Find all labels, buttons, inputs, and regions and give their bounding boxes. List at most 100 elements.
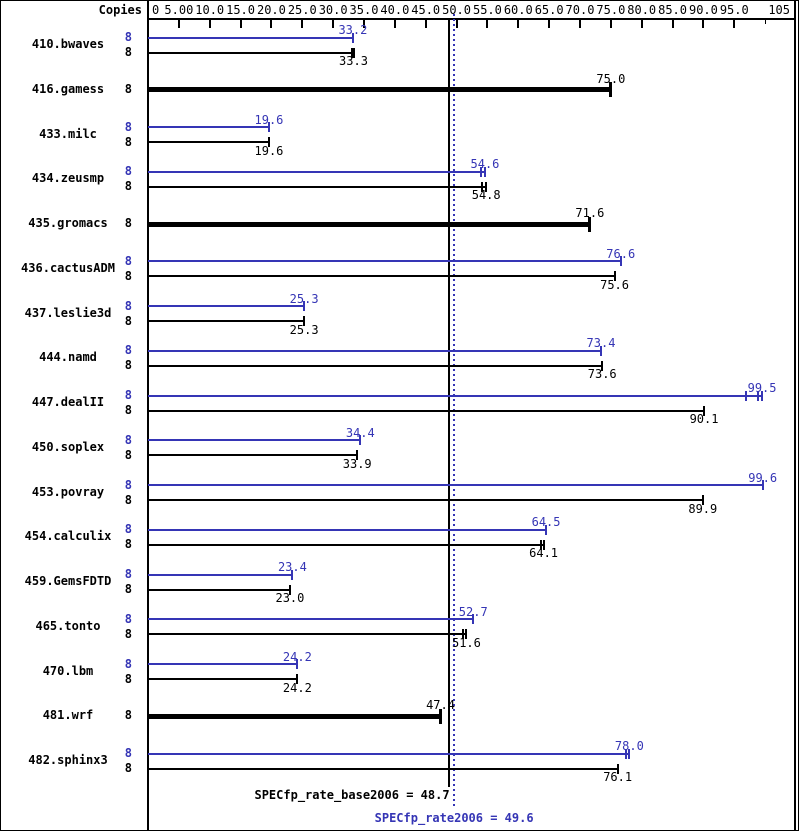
bar-run-tick xyxy=(539,539,542,550)
benchmark-label: 453.povray xyxy=(31,484,105,499)
bar-run-tick xyxy=(461,629,464,640)
bar-end-cap xyxy=(359,435,362,446)
benchmark-label: 450.soplex xyxy=(31,439,105,454)
peak-value-label: 64.5 xyxy=(531,515,561,530)
result-bar xyxy=(148,543,544,546)
peak-value-label: 76.6 xyxy=(606,246,636,261)
result-bar xyxy=(148,185,487,188)
peak-mean-reference-line xyxy=(453,14,456,809)
copies-value-peak: 8 xyxy=(124,567,132,581)
bar-end-cap xyxy=(703,405,706,416)
bar-end-cap xyxy=(291,569,294,580)
base-value-label: 75.6 xyxy=(600,277,629,292)
axis-tick-label: 40.0 xyxy=(380,3,410,17)
bar-end-cap xyxy=(701,495,704,505)
peak-value-label: 23.4 xyxy=(277,560,307,574)
peak-value-label: 34.4 xyxy=(345,425,375,440)
benchmark-label: 447.dealII xyxy=(31,395,105,409)
peak-value-label: 25.3 xyxy=(289,291,319,306)
result-bar xyxy=(148,260,621,263)
result-bar xyxy=(148,126,269,128)
result-bar xyxy=(148,767,618,770)
axis-tick-label: 45.0 xyxy=(411,3,441,17)
result-bar xyxy=(148,409,705,412)
axis-tick xyxy=(609,19,612,28)
base-value-label: 89.9 xyxy=(688,501,718,516)
base-value-label: 76.1 xyxy=(603,770,633,784)
copies-column-header: Copies xyxy=(98,3,142,17)
axis-tick xyxy=(424,19,427,28)
peak-value-label: 99.5 xyxy=(747,381,777,395)
result-bar xyxy=(148,170,485,173)
result-bar xyxy=(148,484,763,486)
bar-run-tick xyxy=(757,390,760,401)
copies-value-peak: 8 xyxy=(124,432,132,447)
bar-end-cap xyxy=(588,216,592,232)
axis-tick-label: 35.0 xyxy=(349,3,379,17)
bar-end-cap xyxy=(628,748,631,759)
benchmark-label: 459.GemsFDTD xyxy=(24,574,112,588)
bar-end-cap xyxy=(761,480,764,490)
bar-run-tick xyxy=(480,181,483,192)
peak-value-label: 78.0 xyxy=(614,739,644,753)
peak-value-label: 73.4 xyxy=(586,336,616,351)
benchmark-label: 482.sphinx3 xyxy=(28,753,108,767)
axis-tick xyxy=(517,19,520,28)
x-axis-line xyxy=(148,18,796,20)
base-value-label: 24.2 xyxy=(282,680,312,695)
base-mean-reference-line xyxy=(447,19,450,787)
axis-tick xyxy=(579,19,581,28)
copies-value-peak: 8 xyxy=(124,656,132,671)
bar-end-cap xyxy=(296,659,299,669)
bar-end-cap xyxy=(303,316,306,326)
axis-tick xyxy=(393,19,396,28)
peak-value-label: 24.2 xyxy=(282,649,312,664)
result-bar-combined xyxy=(148,87,611,93)
axis-tick xyxy=(363,19,365,28)
base-value-label: 90.1 xyxy=(689,412,719,426)
axis-tick-label: 55.0 xyxy=(472,3,502,17)
peak-value-label: 99.6 xyxy=(748,470,778,485)
result-bar xyxy=(148,663,298,665)
axis-tick-label: 25.0 xyxy=(287,3,317,17)
bar-end-cap xyxy=(761,390,764,401)
result-bar-combined xyxy=(148,221,590,227)
base-value-label: 64.1 xyxy=(529,546,559,561)
copies-value-peak: 8 xyxy=(124,298,132,313)
copies-value-base: 8 xyxy=(124,45,132,59)
copies-value-peak: 8 xyxy=(124,746,132,760)
axis-tick-label: 95.0 xyxy=(719,3,749,17)
result-bar xyxy=(148,618,474,621)
result-bar xyxy=(148,394,763,397)
copies-value: 8 xyxy=(124,708,132,723)
copies-value-base: 8 xyxy=(124,134,132,149)
bar-end-cap xyxy=(483,166,486,177)
result-bar xyxy=(148,678,298,680)
axis-tick xyxy=(332,19,335,28)
axis-tick xyxy=(640,19,643,28)
bar-end-cap xyxy=(542,539,545,550)
axis-tick xyxy=(733,19,736,28)
bar-end-cap xyxy=(599,345,602,356)
bar-end-cap xyxy=(601,360,604,371)
copies-value-base: 8 xyxy=(124,626,132,641)
result-bar xyxy=(148,275,615,278)
copies-value-peak: 8 xyxy=(124,343,132,358)
copies-value-peak: 8 xyxy=(124,611,132,626)
result-bar xyxy=(148,141,269,143)
axis-tick-label: 15.0 xyxy=(226,3,256,17)
copies-value: 8 xyxy=(124,81,132,96)
copies-value-peak: 8 xyxy=(124,164,132,179)
bar-end-cap xyxy=(465,629,468,640)
copies-value-base: 8 xyxy=(124,179,132,194)
axis-tick xyxy=(548,19,551,28)
bar-run-tick xyxy=(745,390,747,401)
bar-end-cap xyxy=(439,708,443,724)
axis-tick-label: 5.00 xyxy=(164,3,194,17)
axis-tick-label: 90.0 xyxy=(688,3,718,17)
copies-value-peak: 8 xyxy=(124,253,132,268)
copies-value-base: 8 xyxy=(124,447,132,462)
bar-end-cap xyxy=(267,137,270,147)
copies-value-peak: 8 xyxy=(124,30,132,44)
benchmark-label: 437.leslie3d xyxy=(24,305,112,320)
